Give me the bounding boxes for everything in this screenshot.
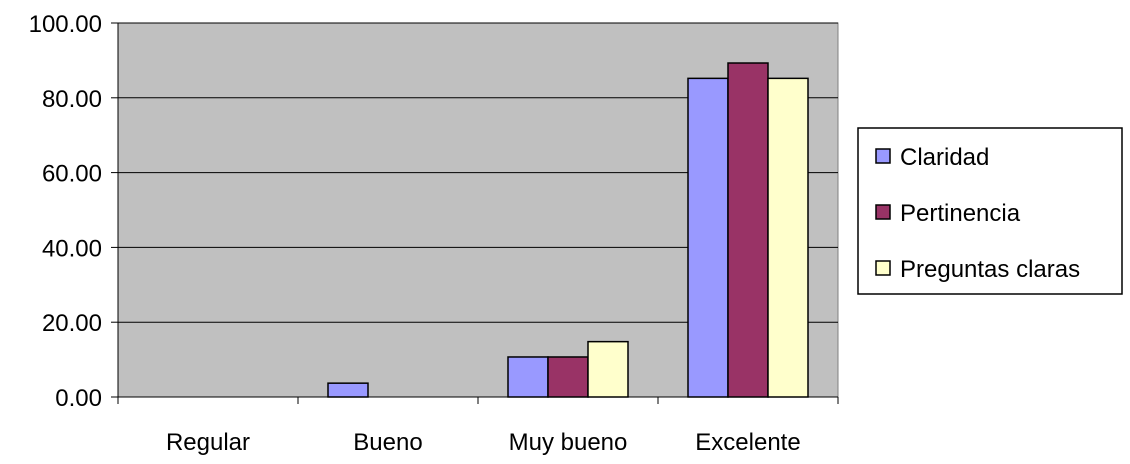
y-tick-label: 40.00 [42, 235, 102, 262]
bar-claridad [327, 382, 369, 398]
axes [111, 22, 839, 404]
y-tick-label: 100.00 [29, 11, 102, 38]
y-tick-label: 80.00 [42, 86, 102, 113]
bar-pertinencia [547, 356, 589, 398]
x-tick-label: Regular [166, 429, 250, 456]
bars [327, 62, 809, 398]
bar-preguntas-claras [767, 77, 809, 398]
y-tick-label: 0.00 [55, 385, 102, 412]
y-tick-labels: 0.00 20.00 40.00 60.00 80.00 100.00 [29, 11, 102, 412]
bar-claridad [507, 356, 549, 398]
bar-preguntas-claras [587, 340, 629, 398]
x-tick-label: Excelente [695, 429, 800, 456]
legend-swatch [875, 260, 891, 276]
legend-swatch [875, 204, 891, 220]
x-tick-labels: Regular Bueno Muy bueno Excelente [166, 429, 801, 456]
legend-label: Claridad [900, 144, 989, 171]
x-tick-label: Bueno [353, 429, 422, 456]
x-tick-label: Muy bueno [509, 429, 628, 456]
legend-label: Preguntas claras [900, 256, 1080, 283]
bar-pertinencia [727, 62, 769, 398]
y-tick-label: 20.00 [42, 310, 102, 337]
bar-claridad [687, 77, 729, 398]
legend-swatch [875, 148, 891, 164]
legend-box [857, 127, 1123, 295]
legend: Claridad Pertinencia Preguntas claras [857, 127, 1123, 295]
y-tick-label: 60.00 [42, 161, 102, 188]
legend-label: Pertinencia [900, 200, 1021, 227]
